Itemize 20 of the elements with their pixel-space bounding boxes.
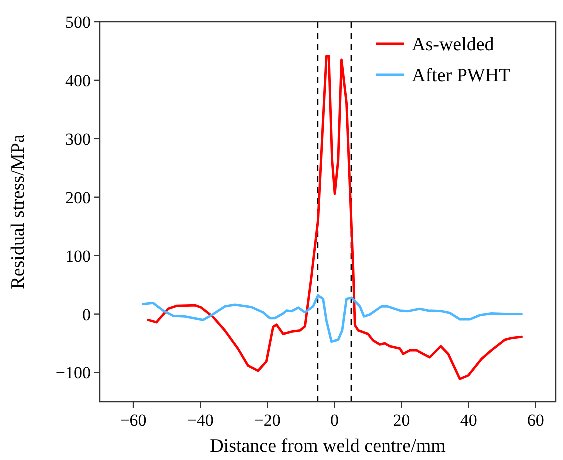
x-tick-label: −60 xyxy=(120,411,147,430)
x-tick-label: 60 xyxy=(527,411,544,430)
line-series xyxy=(142,294,523,343)
y-axis-title: Residual stress/MPa xyxy=(8,134,29,290)
y-tick-label: 500 xyxy=(66,12,91,32)
x-axis-title: Distance from weld centre/mm xyxy=(210,436,446,457)
x-tick-label: −20 xyxy=(254,411,281,430)
y-tick-label: 200 xyxy=(66,188,91,208)
y-tick-label: 100 xyxy=(66,246,91,266)
line-series xyxy=(147,55,523,380)
legend-label: As-welded xyxy=(412,34,495,56)
x-tick-label: 20 xyxy=(393,411,410,430)
y-tick-label: 400 xyxy=(66,71,91,90)
legend-label: After PWHT xyxy=(412,66,512,87)
y-tick-label: −100 xyxy=(56,364,91,383)
x-tick-label: 0 xyxy=(330,411,339,430)
y-tick-label: 300 xyxy=(66,130,91,149)
x-tick-label: −40 xyxy=(187,411,214,430)
x-tick-label: 40 xyxy=(460,411,478,430)
y-tick-label: 0 xyxy=(82,305,91,324)
